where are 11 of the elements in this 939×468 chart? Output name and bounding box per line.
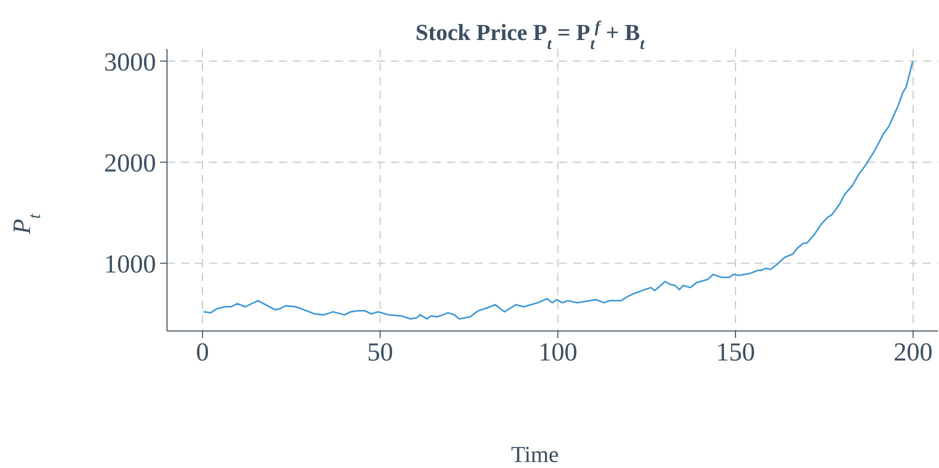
x-tick-label: 100 <box>538 337 578 366</box>
chart-title: Stock Price P$_{t}$ = P$_{t}$$^{f}$ + B$_{t}$ <box>416 18 646 52</box>
x-tick-label: 200 <box>894 337 933 366</box>
x-tick-label: 50 <box>367 337 394 366</box>
y-tick-label: 1000 <box>104 250 156 279</box>
x-tick-label: 0 <box>196 337 210 366</box>
y-tick-label: 3000 <box>104 47 156 76</box>
x-axis-title: Time <box>511 442 559 467</box>
line-series <box>202 60 914 320</box>
y-tick-label: 2000 <box>104 148 156 178</box>
x-tick-label: 150 <box>716 337 755 366</box>
